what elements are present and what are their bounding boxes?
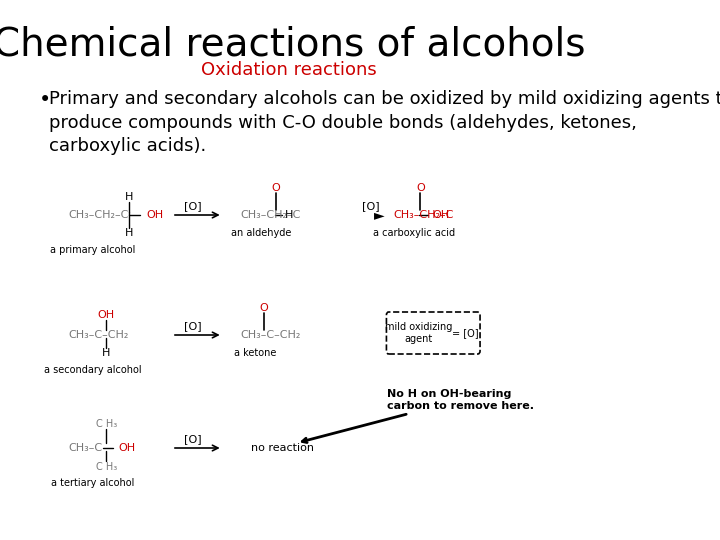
Text: a tertiary alcohol: a tertiary alcohol — [51, 478, 135, 488]
Text: = [O]: = [O] — [452, 328, 479, 338]
Text: H: H — [125, 228, 133, 238]
Text: Chemical reactions of alcohols: Chemical reactions of alcohols — [0, 26, 585, 64]
Text: CH₃–C–CH₂: CH₃–C–CH₂ — [68, 330, 129, 340]
Text: ►: ► — [374, 208, 384, 222]
FancyBboxPatch shape — [387, 312, 480, 354]
Text: O: O — [416, 183, 425, 193]
Text: CH₃–CH₂–C: CH₃–CH₂–C — [68, 210, 129, 220]
Text: Primary and secondary alcohols can be oxidized by mild oxidizing agents to
produ: Primary and secondary alcohols can be ox… — [49, 90, 720, 155]
Text: H: H — [285, 210, 294, 220]
Text: OH: OH — [433, 210, 449, 220]
Text: C H₃: C H₃ — [96, 419, 117, 429]
Text: CH₃–C–CH₂: CH₃–C–CH₂ — [240, 330, 300, 340]
Text: C H₃: C H₃ — [96, 462, 117, 472]
Text: CH₃–C: CH₃–C — [68, 443, 103, 453]
Text: CH₃–CH₂–C: CH₃–CH₂–C — [240, 210, 300, 220]
Text: OH: OH — [98, 310, 115, 320]
Text: OH: OH — [118, 443, 135, 453]
Text: OH: OH — [146, 210, 163, 220]
Text: mild oxidizing
agent: mild oxidizing agent — [385, 322, 453, 344]
Text: no reaction: no reaction — [251, 443, 315, 453]
Text: a ketone: a ketone — [234, 348, 276, 358]
Text: H: H — [125, 192, 133, 202]
Text: O: O — [272, 183, 281, 193]
Text: [O]: [O] — [184, 321, 201, 331]
Text: H: H — [102, 348, 111, 358]
Text: CH₃–CH₂–C: CH₃–CH₂–C — [393, 210, 454, 220]
Text: [O]: [O] — [361, 201, 379, 211]
Text: No H on OH-bearing
carbon to remove here.: No H on OH-bearing carbon to remove here… — [302, 389, 534, 443]
Text: an aldehyde: an aldehyde — [231, 228, 292, 238]
Text: O: O — [260, 303, 269, 313]
Text: [O]: [O] — [184, 201, 201, 211]
Text: a carboxylic acid: a carboxylic acid — [373, 228, 456, 238]
Text: Oxidation reactions: Oxidation reactions — [201, 61, 377, 79]
Text: a primary alcohol: a primary alcohol — [50, 245, 135, 255]
Text: [O]: [O] — [184, 434, 201, 444]
Text: •: • — [38, 90, 50, 110]
Text: a secondary alcohol: a secondary alcohol — [44, 365, 142, 375]
